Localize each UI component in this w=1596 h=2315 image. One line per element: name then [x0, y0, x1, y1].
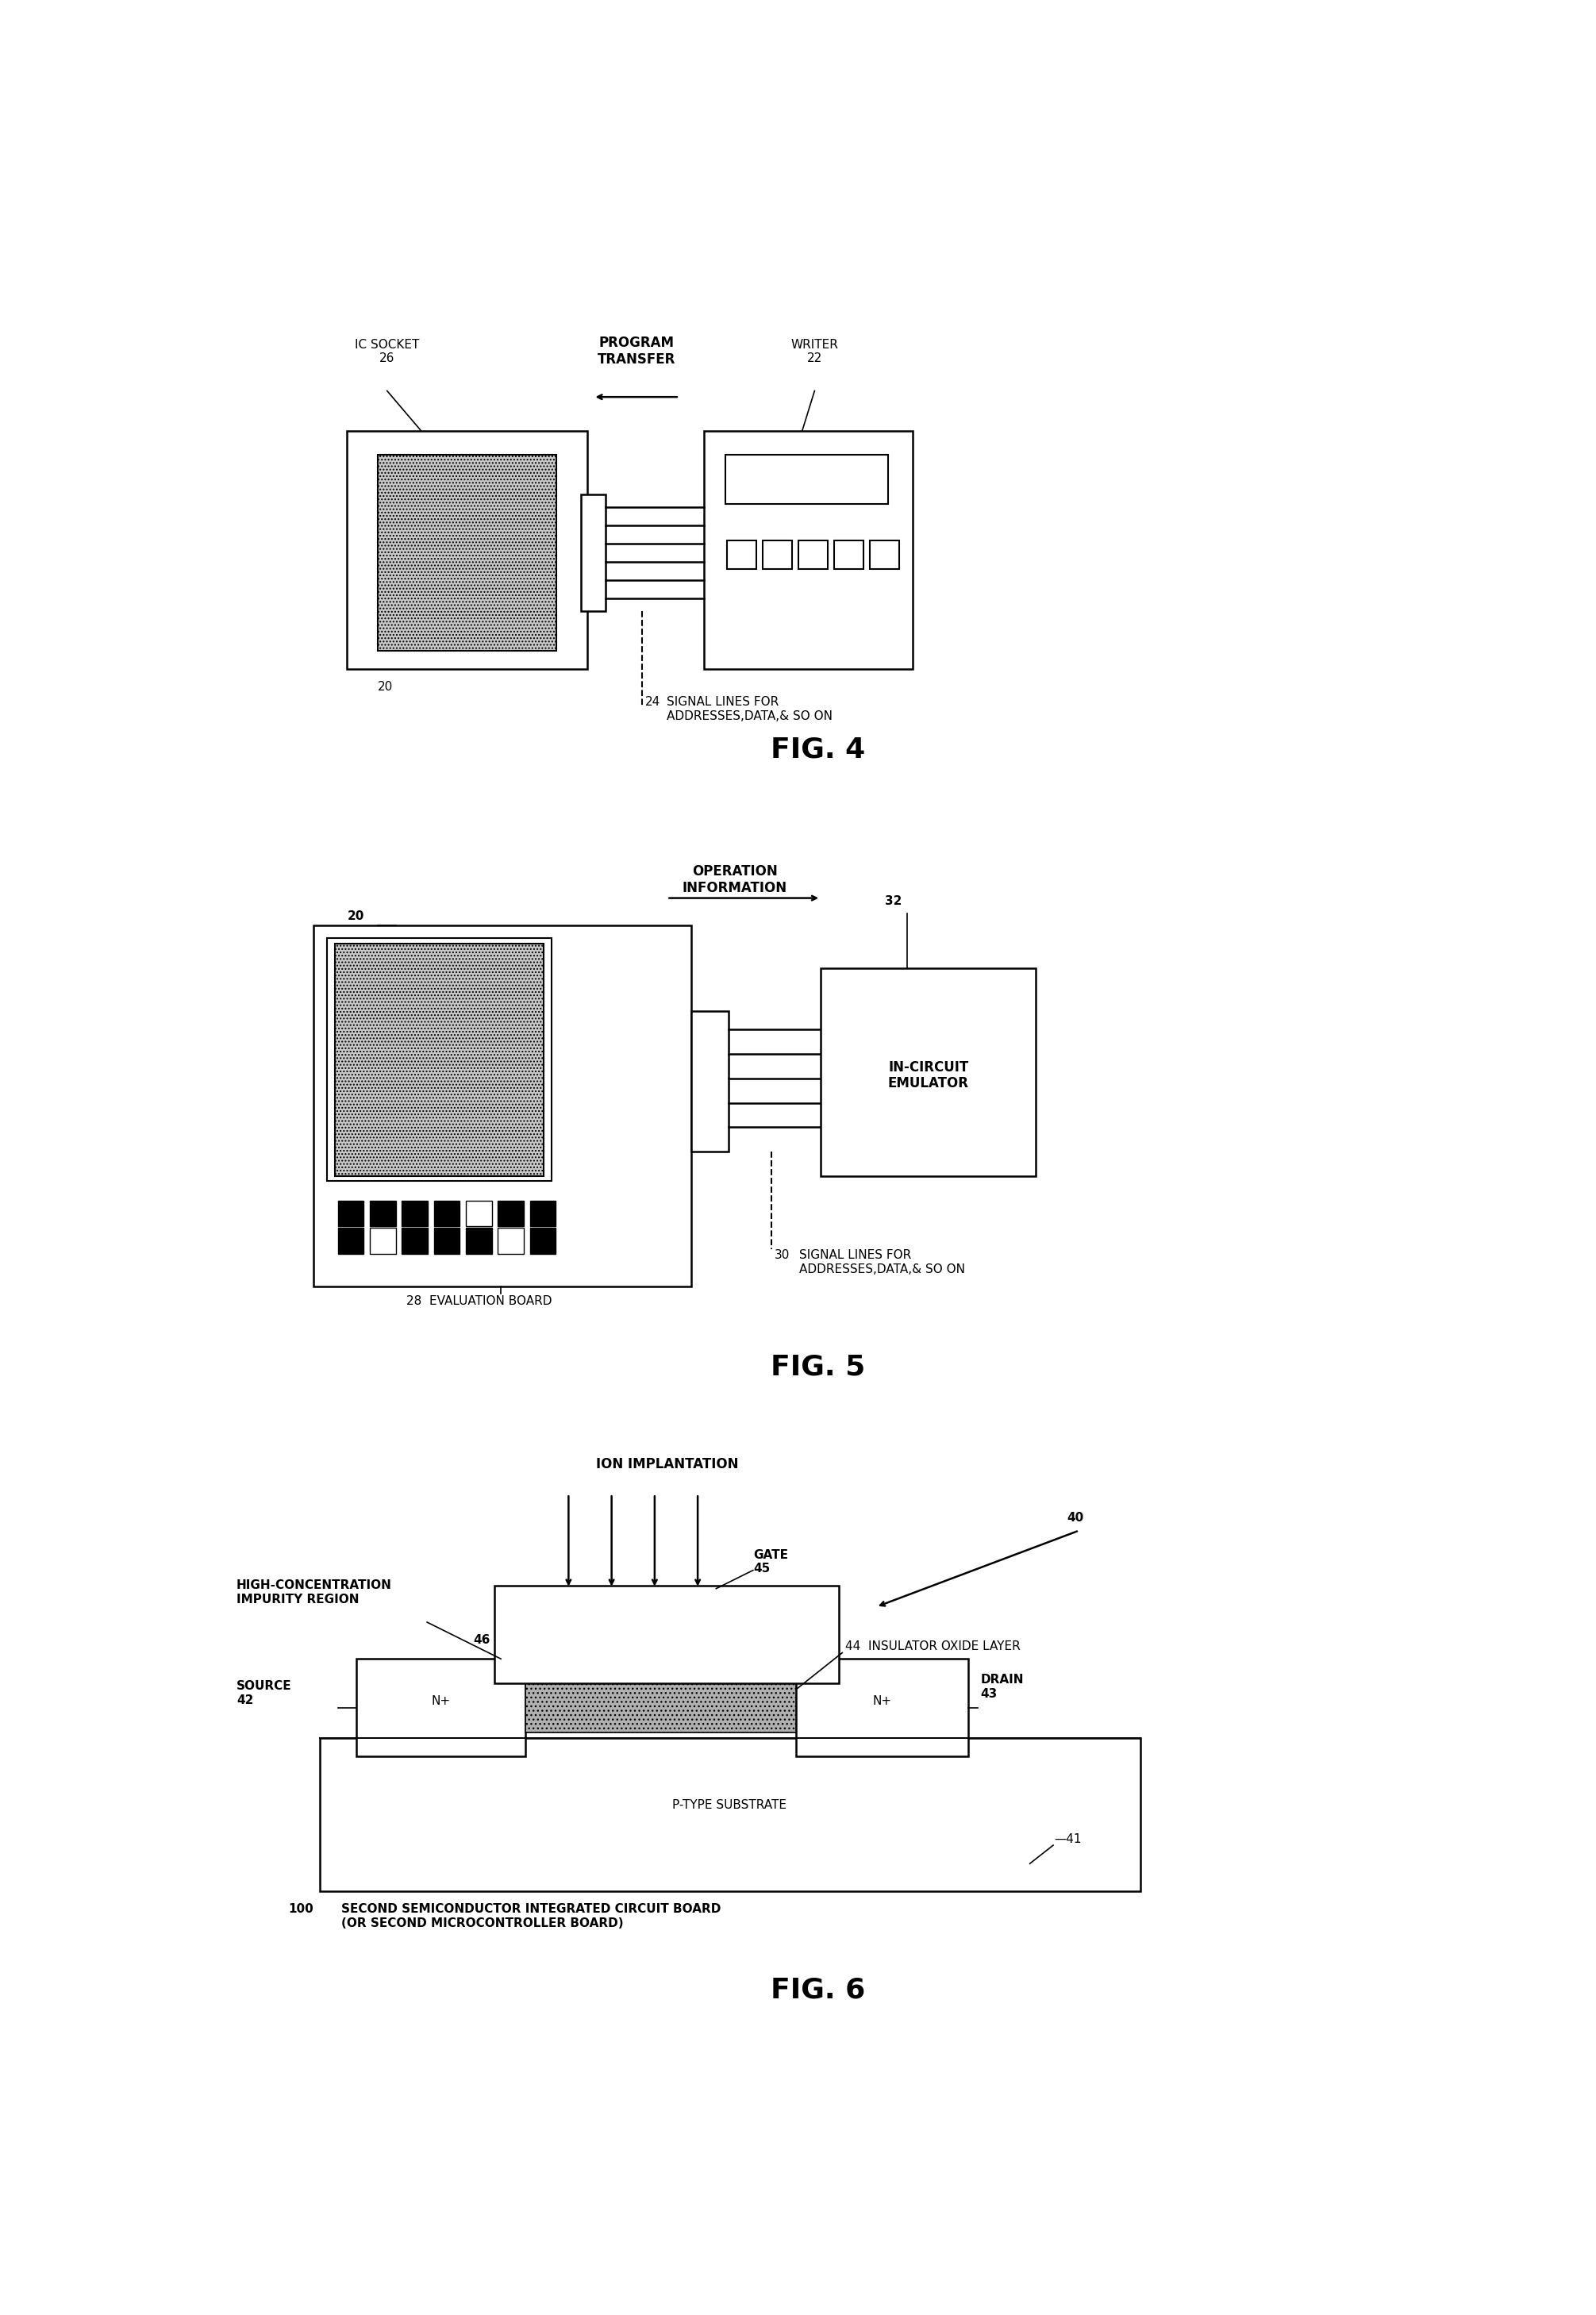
Text: FIG. 4: FIG. 4 — [771, 736, 865, 764]
Bar — [530, 1227, 555, 1255]
Bar — [335, 945, 544, 1176]
Text: 30: 30 — [774, 1250, 790, 1262]
Text: IN-CIRCUIT
EMULATOR: IN-CIRCUIT EMULATOR — [887, 1060, 969, 1090]
Bar — [370, 1227, 396, 1255]
Bar — [434, 1201, 460, 1227]
Bar — [313, 926, 691, 1287]
Text: 44  INSULATOR OXIDE LAYER: 44 INSULATOR OXIDE LAYER — [846, 1641, 1020, 1653]
Bar — [498, 1227, 523, 1255]
Text: SOURCE
42: SOURCE 42 — [236, 1681, 292, 1706]
Text: SIGNAL LINES FOR
ADDRESSES,DATA,& SO ON: SIGNAL LINES FOR ADDRESSES,DATA,& SO ON — [667, 697, 833, 722]
Bar — [498, 1201, 523, 1227]
Bar — [726, 456, 889, 505]
Text: SECOND SEMICONDUCTOR INTEGRATED CIRCUIT BOARD
(OR SECOND MICROCONTROLLER BOARD): SECOND SEMICONDUCTOR INTEGRATED CIRCUIT … — [342, 1903, 721, 1928]
Bar — [796, 1660, 969, 1757]
Text: 40: 40 — [1066, 1512, 1084, 1523]
Bar — [378, 456, 557, 651]
Bar — [728, 542, 757, 569]
Bar — [704, 431, 913, 669]
Text: ION IMPLANTATION: ION IMPLANTATION — [595, 1456, 739, 1472]
Bar — [466, 1201, 492, 1227]
Bar — [530, 1201, 555, 1227]
Text: PROGRAM
TRANSFER: PROGRAM TRANSFER — [597, 336, 675, 366]
Bar — [835, 542, 863, 569]
Bar — [581, 495, 605, 611]
Bar — [356, 1660, 525, 1757]
Text: 20: 20 — [346, 910, 364, 921]
Text: 100: 100 — [289, 1903, 314, 1915]
Text: WRITER
22: WRITER 22 — [790, 338, 838, 366]
Text: N+: N+ — [431, 1695, 450, 1708]
Bar — [525, 1683, 796, 1732]
Text: FIG. 6: FIG. 6 — [771, 1977, 865, 2002]
Text: GATE
45: GATE 45 — [753, 1549, 788, 1574]
Bar — [434, 1227, 460, 1255]
Text: 46: 46 — [472, 1634, 490, 1646]
Text: P-TYPE SUBSTRATE: P-TYPE SUBSTRATE — [672, 1799, 787, 1810]
Bar — [763, 542, 792, 569]
Bar — [402, 1227, 428, 1255]
Text: FIG. 5: FIG. 5 — [771, 1354, 865, 1380]
Text: OPERATION
INFORMATION: OPERATION INFORMATION — [681, 863, 787, 896]
Bar — [370, 1201, 396, 1227]
Bar — [346, 431, 587, 669]
Bar — [798, 542, 827, 569]
Text: IC SOCKET
26: IC SOCKET 26 — [354, 338, 420, 366]
Bar — [870, 542, 899, 569]
Bar — [327, 938, 551, 1181]
Text: N+: N+ — [873, 1695, 892, 1708]
Bar — [691, 1012, 728, 1151]
Bar — [338, 1227, 364, 1255]
Bar — [338, 1201, 364, 1227]
Text: 24: 24 — [645, 697, 661, 708]
Text: DRAIN
43: DRAIN 43 — [980, 1674, 1025, 1699]
Text: SIGNAL LINES FOR
ADDRESSES,DATA,& SO ON: SIGNAL LINES FOR ADDRESSES,DATA,& SO ON — [800, 1250, 966, 1276]
Text: 32: 32 — [886, 896, 902, 907]
Bar — [466, 1227, 492, 1255]
Bar — [820, 968, 1036, 1176]
Bar — [495, 1586, 839, 1683]
Text: 28  EVALUATION BOARD: 28 EVALUATION BOARD — [407, 1296, 552, 1308]
Bar — [402, 1201, 428, 1227]
Text: —41: —41 — [1055, 1833, 1082, 1845]
Bar — [319, 1739, 1141, 1891]
Text: 20: 20 — [378, 681, 393, 692]
Text: HIGH-CONCENTRATION
IMPURITY REGION: HIGH-CONCENTRATION IMPURITY REGION — [236, 1579, 393, 1604]
